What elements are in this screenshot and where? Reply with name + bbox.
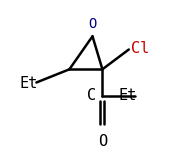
Text: O: O [88, 16, 97, 31]
Text: Et: Et [119, 88, 137, 103]
Text: C: C [87, 88, 96, 103]
Text: Cl: Cl [131, 41, 149, 56]
Text: Et: Et [20, 76, 38, 91]
Text: O: O [98, 134, 107, 149]
